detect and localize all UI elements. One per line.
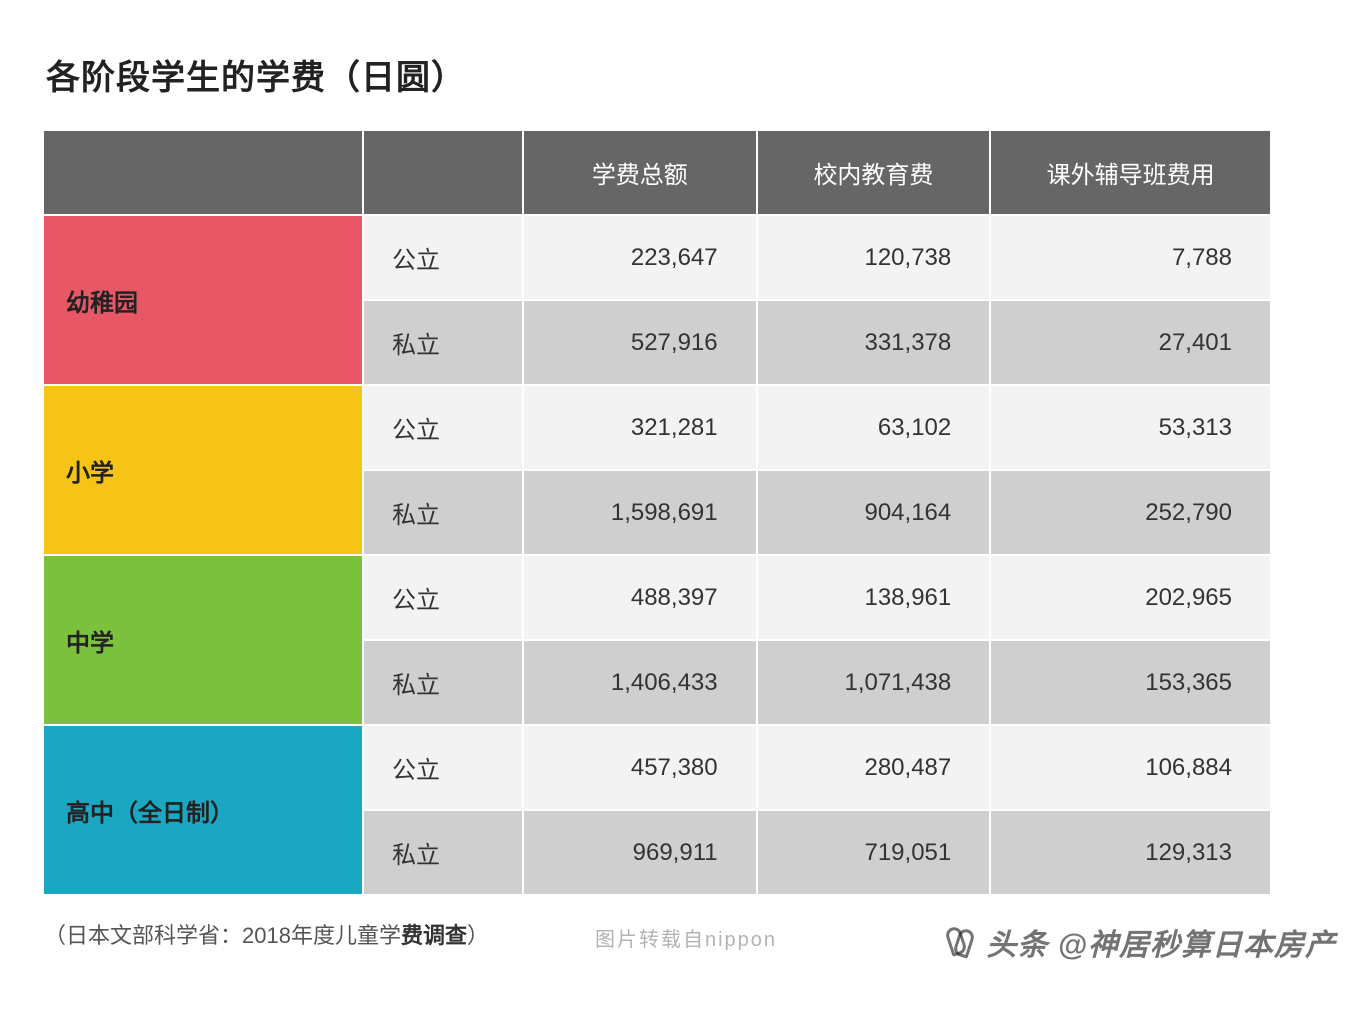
stage-cell: 高中（全日制） — [43, 725, 363, 895]
value-cell: 7,788 — [990, 215, 1271, 300]
value-cell: 1,071,438 — [757, 640, 991, 725]
table-row: 小学公立321,28163,10253,313 — [43, 385, 1271, 470]
type-cell-private: 私立 — [363, 640, 523, 725]
value-cell: 129,313 — [990, 810, 1271, 895]
value-cell: 106,884 — [990, 725, 1271, 810]
header-blank-type — [363, 130, 523, 215]
value-cell: 63,102 — [757, 385, 991, 470]
value-cell: 331,378 — [757, 300, 991, 385]
type-cell-public: 公立 — [363, 215, 523, 300]
header-col-extra: 课外辅导班费用 — [990, 130, 1271, 215]
value-cell: 457,380 — [523, 725, 757, 810]
stage-cell: 小学 — [43, 385, 363, 555]
type-cell-public: 公立 — [363, 725, 523, 810]
table-row: 高中（全日制）公立457,380280,487106,884 — [43, 725, 1271, 810]
header-col-school: 校内教育费 — [757, 130, 991, 215]
table-header-row: 学费总额 校内教育费 课外辅导班费用 — [43, 130, 1271, 215]
value-cell: 252,790 — [990, 470, 1271, 555]
watermark-text: 头条 @神居秒算日本房产 — [986, 920, 1336, 964]
value-cell: 202,965 — [990, 555, 1271, 640]
header-blank-stage — [43, 130, 363, 215]
value-cell: 280,487 — [757, 725, 991, 810]
page-title: 各阶段学生的学费（日圆） — [46, 50, 1332, 99]
value-cell: 27,401 — [990, 300, 1271, 385]
value-cell: 969,911 — [523, 810, 757, 895]
table-row: 中学公立488,397138,961202,965 — [43, 555, 1271, 640]
type-cell-public: 公立 — [363, 555, 523, 640]
value-cell: 321,281 — [523, 385, 757, 470]
value-cell: 120,738 — [757, 215, 991, 300]
value-cell: 138,961 — [757, 555, 991, 640]
value-cell: 223,647 — [523, 215, 757, 300]
stage-cell: 幼稚园 — [43, 215, 363, 385]
value-cell: 488,397 — [523, 555, 757, 640]
watermark: 头条 @神居秒算日本房产 — [942, 920, 1336, 964]
tuition-table: 学费总额 校内教育费 课外辅导班费用 幼稚园公立223,647120,7387,… — [42, 129, 1272, 896]
type-cell-private: 私立 — [363, 810, 523, 895]
value-cell: 1,598,691 — [523, 470, 757, 555]
value-cell: 527,916 — [523, 300, 757, 385]
value-cell: 53,313 — [990, 385, 1271, 470]
toutiao-icon — [942, 925, 976, 959]
stage-cell: 中学 — [43, 555, 363, 725]
type-cell-public: 公立 — [363, 385, 523, 470]
value-cell: 1,406,433 — [523, 640, 757, 725]
type-cell-private: 私立 — [363, 470, 523, 555]
value-cell: 153,365 — [990, 640, 1271, 725]
value-cell: 904,164 — [757, 470, 991, 555]
table-row: 幼稚园公立223,647120,7387,788 — [43, 215, 1271, 300]
header-col-total: 学费总额 — [523, 130, 757, 215]
value-cell: 719,051 — [757, 810, 991, 895]
type-cell-private: 私立 — [363, 300, 523, 385]
